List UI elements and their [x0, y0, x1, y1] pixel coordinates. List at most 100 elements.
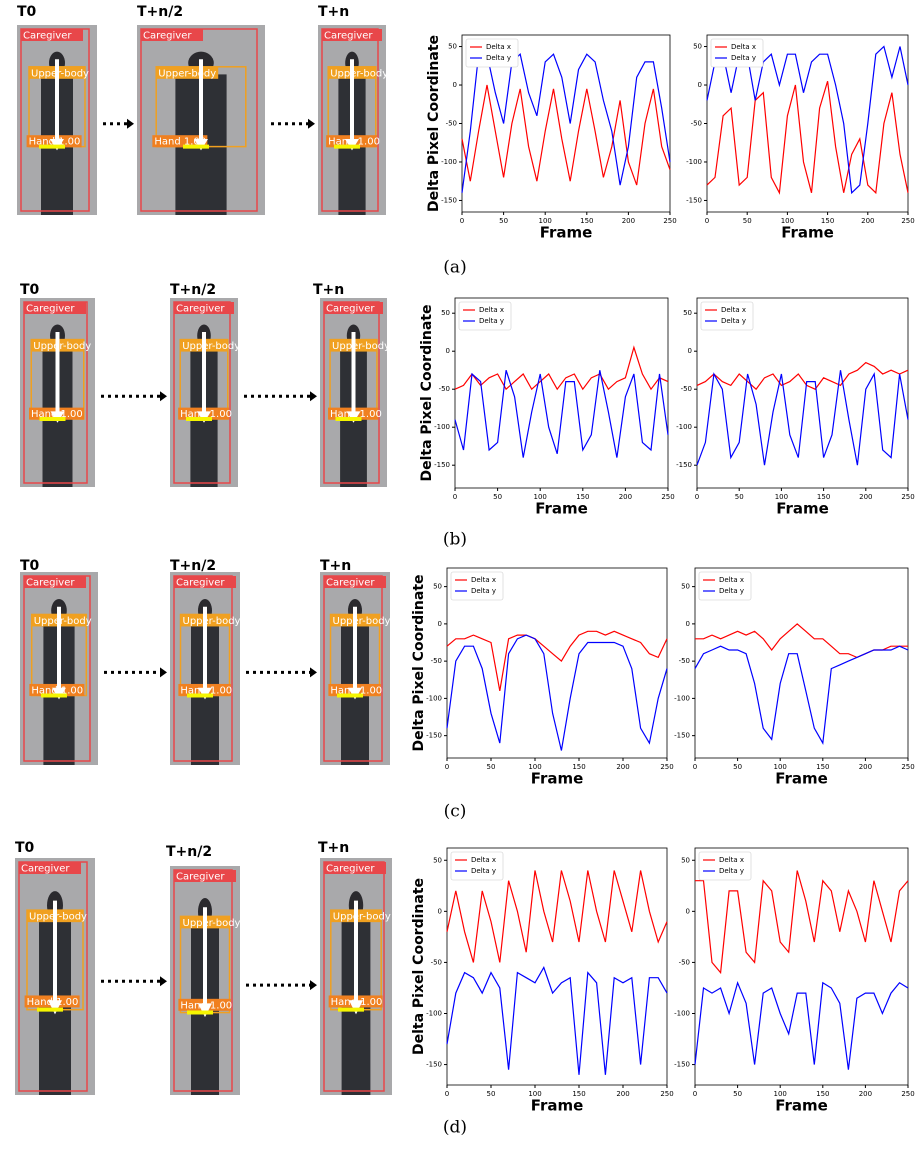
box-label: Caregiver	[324, 31, 373, 42]
x-tick-label: 50	[499, 217, 508, 225]
sequence-arrowhead	[308, 119, 315, 129]
box-label: Caregiver	[326, 304, 375, 315]
x-tick-label: 50	[735, 493, 744, 501]
x-axis-label: Frame	[535, 500, 588, 518]
frame-label: T+n/2	[137, 4, 183, 20]
legend: Delta xDelta y	[701, 302, 753, 330]
frame-label: T+n	[318, 840, 349, 856]
y-axis-label: Delta Pixel Coordinate	[411, 878, 427, 1055]
y-tick-label: -50	[431, 657, 442, 665]
box-label: Caregiver	[326, 864, 375, 875]
box-label: Caregiver	[26, 304, 75, 315]
frame-label: T0	[15, 840, 35, 856]
box-label: Upper-body	[34, 616, 92, 627]
x-tick-label: 50	[733, 1090, 742, 1098]
chart: -150-100-50050050100150200250FrameDelta …	[419, 298, 675, 518]
x-axis-label: Frame	[775, 770, 828, 788]
frame-label: T+n	[320, 558, 351, 574]
y-tick-label: -50	[439, 385, 450, 393]
x-tick-label: 250	[901, 493, 914, 501]
x-tick-label: 250	[901, 1090, 914, 1098]
frame-label: T0	[20, 558, 40, 574]
x-tick-label: 0	[445, 1090, 449, 1098]
legend-label: Delta y	[731, 54, 756, 62]
y-tick-label: 50	[683, 309, 692, 317]
x-tick-label: 200	[859, 493, 872, 501]
box-label: Caregiver	[326, 578, 375, 589]
y-tick-label: 50	[681, 583, 690, 591]
box-label: Upper-body	[158, 68, 216, 79]
photo-frame: CaregiverUpper-bodyHand 1.00	[320, 298, 390, 487]
box-label: Upper-body	[183, 616, 241, 627]
box-label: Caregiver	[26, 578, 75, 589]
legend-label: Delta x	[719, 576, 744, 584]
sequence-arrowhead	[160, 976, 167, 986]
legend-label: Delta x	[721, 306, 746, 314]
box-label: Upper-body	[183, 918, 241, 929]
y-tick-label: 0	[686, 620, 690, 628]
legend-label: Delta y	[471, 587, 496, 595]
x-tick-label: 0	[445, 763, 449, 771]
figure: (a)CaregiverUpper-bodyHand 1.00T0Caregiv…	[0, 0, 915, 1149]
photo-frame: CaregiverUpper-bodyHand 1.00	[320, 572, 391, 765]
panel-label: (b)	[443, 530, 467, 550]
frame-label: T+n/2	[170, 558, 216, 574]
x-tick-label: 200	[616, 763, 629, 771]
y-axis-label: Delta Pixel Coordinate	[411, 574, 427, 751]
x-tick-label: 50	[487, 1090, 496, 1098]
sequence-arrowhead	[310, 667, 317, 677]
x-tick-label: 0	[695, 493, 699, 501]
sequence-arrowhead	[160, 391, 167, 401]
legend-label: Delta x	[479, 306, 504, 314]
box-label: Upper-body	[330, 68, 388, 79]
box-label: Caregiver	[23, 31, 72, 42]
x-tick-label: 200	[859, 1090, 872, 1098]
box-label: Caregiver	[176, 304, 225, 315]
frame-label: T0	[20, 282, 40, 298]
x-tick-label: 0	[705, 217, 709, 225]
y-tick-label: 0	[438, 907, 442, 915]
x-tick-label: 0	[460, 217, 464, 225]
x-tick-label: 200	[619, 493, 632, 501]
plot-area	[695, 848, 908, 1085]
y-tick-label: -100	[686, 158, 702, 166]
y-tick-label: -150	[441, 196, 457, 204]
box-label: Caregiver	[143, 31, 192, 42]
y-tick-label: -50	[431, 958, 442, 966]
y-tick-label: -100	[674, 694, 690, 702]
y-tick-label: 50	[433, 583, 442, 591]
x-tick-label: 250	[660, 1090, 673, 1098]
box-label: Caregiver	[176, 872, 225, 883]
photo-frame: CaregiverUpper-bodyHand 1.00	[170, 572, 241, 765]
x-tick-label: 50	[733, 763, 742, 771]
x-axis-label: Frame	[775, 1097, 828, 1115]
y-axis-label: Delta Pixel Coordinate	[426, 35, 442, 212]
x-tick-label: 250	[663, 217, 676, 225]
plot-area	[447, 848, 667, 1085]
y-tick-label: 0	[688, 347, 692, 355]
legend: Delta xDelta y	[466, 39, 518, 67]
y-tick-label: 50	[441, 309, 450, 317]
box-label: Upper-body	[31, 68, 89, 79]
y-tick-label: 50	[448, 43, 457, 51]
legend-label: Delta y	[479, 317, 504, 325]
x-tick-label: 0	[453, 493, 457, 501]
y-tick-label: -100	[674, 1009, 690, 1017]
chart: -150-100-50050050100150200250FrameDelta …	[676, 298, 915, 518]
chart: -150-100-50050050100150200250FrameDelta …	[674, 848, 915, 1115]
legend-label: Delta x	[486, 43, 511, 51]
legend-label: Delta x	[471, 856, 496, 864]
sequence-arrowhead	[127, 119, 134, 129]
box-label: Upper-body	[29, 912, 87, 923]
photo-frame: CaregiverUpper-bodyHand 1.00	[20, 572, 98, 765]
box-label: Upper-body	[332, 341, 390, 352]
y-tick-label: -150	[434, 461, 450, 469]
y-tick-label: -50	[679, 958, 690, 966]
